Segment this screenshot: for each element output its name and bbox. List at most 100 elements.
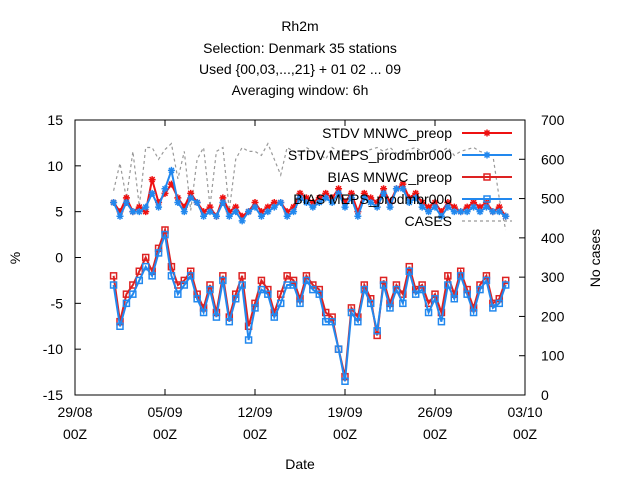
data-point-stdv_meps <box>360 194 368 202</box>
data-point-bias_meps <box>231 295 240 303</box>
data-point-stdv_meps <box>373 203 381 211</box>
data-point-stdv_mnwc <box>206 203 214 211</box>
data-point-bias_meps <box>495 299 504 308</box>
data-point-stdv_mnwc <box>251 199 259 206</box>
data-point-bias_mnwc <box>257 276 266 285</box>
data-point-bias_meps <box>399 299 407 308</box>
y-tick-label: 10 <box>47 158 63 174</box>
data-point-stdv_mnwc <box>122 194 130 202</box>
x-tick-label: 05/09 <box>147 404 182 420</box>
x-tick-label-hour: 00Z <box>513 426 538 442</box>
data-point-stdv_meps <box>167 166 175 174</box>
data-point-stdv_mnwc <box>219 194 227 202</box>
data-point-bias_meps <box>180 281 189 289</box>
data-point-bias_mnwc <box>219 272 227 280</box>
data-point-stdv_meps <box>335 189 343 197</box>
data-point-bias_meps <box>341 377 349 385</box>
data-point-bias_meps <box>309 285 317 294</box>
data-point-bias_meps <box>444 281 452 289</box>
data-point-bias_meps <box>161 230 169 239</box>
data-point-stdv_mnwc <box>360 189 368 197</box>
data-point-bias_meps <box>366 299 375 308</box>
data-point-bias_meps <box>469 308 478 317</box>
data-point-bias_meps <box>186 272 195 280</box>
data-point-bias_mnwc <box>379 276 388 285</box>
data-point-bias_meps <box>148 272 156 280</box>
data-point-stdv_mnwc <box>399 180 407 188</box>
data-point-bias_meps <box>315 290 324 298</box>
data-point-stdv_mnwc <box>425 203 433 211</box>
data-point-bias_mnwc <box>373 331 381 340</box>
data-point-bias_meps <box>219 276 227 285</box>
data-point-bias_meps <box>296 299 304 308</box>
data-point-stdv_meps <box>122 199 130 206</box>
data-point-stdv_meps <box>412 194 420 202</box>
x-tick-label-hour: 00Z <box>63 426 88 442</box>
data-point-stdv_meps <box>264 208 272 216</box>
y-tick-label: -15 <box>43 387 63 403</box>
legend-label-bias_mnwc: BIAS MNWC_preop <box>328 169 453 185</box>
data-point-stdv_mnwc <box>315 194 323 202</box>
data-point-bias_meps <box>373 327 381 335</box>
data-point-bias_mnwc <box>328 313 336 321</box>
data-point-bias_meps <box>129 290 137 298</box>
data-point-stdv_mnwc <box>180 203 188 211</box>
data-point-bias_meps <box>411 290 420 298</box>
data-point-stdv_meps <box>238 217 246 225</box>
data-point-bias_mnwc <box>129 281 137 289</box>
y2-tick-label: 200 <box>541 308 565 324</box>
y-tick-label: 0 <box>55 250 63 266</box>
data-point-bias_meps <box>244 336 253 344</box>
data-point-bias_meps <box>199 308 208 317</box>
data-point-stdv_mnwc <box>264 203 272 211</box>
data-point-bias_meps <box>289 281 298 289</box>
data-point-stdv_mnwc <box>495 203 503 211</box>
data-point-stdv_mnwc <box>257 208 265 216</box>
data-point-bias_meps <box>302 276 311 285</box>
y-tick-label: -10 <box>43 341 63 357</box>
data-point-bias_meps <box>264 290 272 298</box>
data-point-stdv_mnwc <box>116 208 124 216</box>
data-point-bias_mnwc <box>238 272 246 280</box>
data-point-bias_meps <box>424 308 433 317</box>
legend-label-stdv_meps: STDV MEPS_prodmbr000 <box>288 147 452 163</box>
data-point-stdv_meps <box>482 203 490 211</box>
data-point-stdv_mnwc <box>444 199 452 206</box>
legend-marker-bias_meps <box>483 195 491 203</box>
data-point-stdv_mnwc <box>148 176 156 184</box>
data-point-stdv_meps <box>489 208 497 216</box>
data-point-stdv_mnwc <box>187 189 195 197</box>
data-point-stdv_meps <box>399 185 407 193</box>
data-point-bias_meps <box>270 313 279 321</box>
data-point-stdv_meps <box>206 208 214 216</box>
data-point-bias_mnwc <box>109 272 118 280</box>
data-point-bias_meps <box>334 345 343 353</box>
data-point-stdv_meps <box>257 212 265 220</box>
y-tick-label: -5 <box>51 295 64 311</box>
data-point-bias_meps <box>167 272 176 280</box>
data-point-bias_meps <box>405 267 414 275</box>
data-point-stdv_meps <box>283 212 291 220</box>
data-point-stdv_meps <box>431 203 439 211</box>
data-point-stdv_meps <box>212 212 220 220</box>
data-point-stdv_mnwc <box>161 189 169 197</box>
data-point-stdv_meps <box>110 199 118 206</box>
plot-area: -15 -10 -5 0 5 10 15 0 100 200 300 400 500 600 700 29/0… <box>43 112 565 442</box>
y2-tick-label: 300 <box>541 269 565 285</box>
data-point-stdv_meps <box>437 212 445 220</box>
x-tick-label: 03/10 <box>507 404 542 420</box>
y2-tick-label: 100 <box>541 348 565 364</box>
data-point-stdv_meps <box>502 212 510 220</box>
data-point-stdv_meps <box>405 199 413 206</box>
data-point-stdv_mnwc <box>386 199 394 206</box>
data-point-stdv_meps <box>392 185 400 193</box>
data-point-stdv_meps <box>135 208 143 216</box>
data-point-stdv_meps <box>193 199 201 206</box>
data-point-stdv_meps <box>328 199 336 206</box>
data-point-stdv_meps <box>142 203 150 211</box>
data-point-stdv_mnwc <box>347 189 355 197</box>
data-point-bias_meps <box>276 299 285 308</box>
data-point-stdv_meps <box>225 212 233 220</box>
data-point-stdv_meps <box>251 203 259 211</box>
y2-tick-label: 600 <box>541 151 565 167</box>
